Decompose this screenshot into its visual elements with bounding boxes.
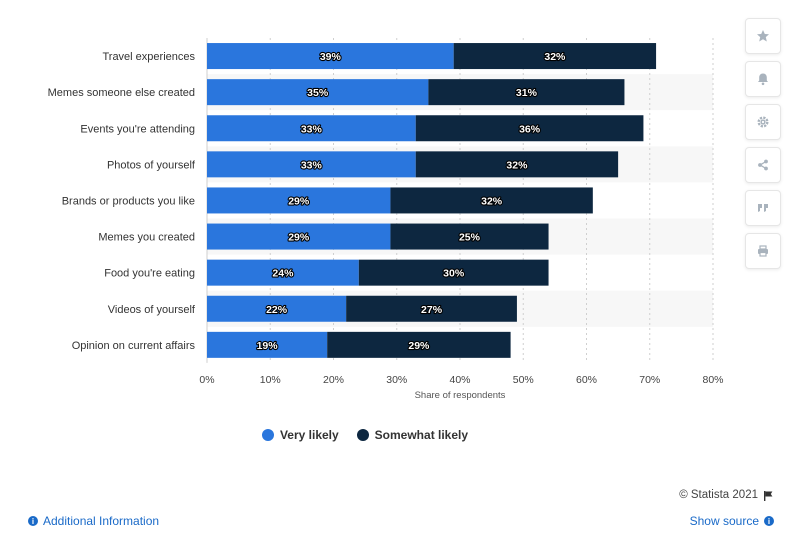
- bar-somewhat-likely: [415, 151, 619, 178]
- bar-very-likely: [207, 79, 429, 106]
- data-label: 29%: [408, 340, 430, 352]
- print-icon: [758, 245, 768, 257]
- bar-somewhat-likely: [390, 187, 593, 214]
- bar-very-likely: [207, 43, 454, 70]
- x-tick-label: 80%: [702, 374, 723, 386]
- data-label: 36%: [519, 123, 541, 135]
- show-source-label: Show source: [689, 514, 759, 528]
- cite-button[interactable]: [745, 190, 781, 226]
- star-icon: [757, 30, 769, 42]
- bar-very-likely: [207, 151, 416, 178]
- category-label: Brands or products you like: [62, 195, 195, 207]
- bar-somewhat-likely: [428, 79, 625, 106]
- bar-somewhat-likely: [327, 331, 511, 358]
- show-source-link[interactable]: Show source i: [690, 514, 774, 528]
- legend-dot-somewhat-likely: [356, 429, 369, 441]
- category-label: Food you're eating: [104, 268, 195, 280]
- print-button[interactable]: [745, 233, 781, 269]
- data-label: 25%: [459, 232, 481, 244]
- bar-very-likely: [207, 295, 347, 322]
- bar-somewhat-likely: [346, 295, 517, 322]
- x-axis-title: Share of respondents: [415, 390, 506, 401]
- category-label: Opinion on current affairs: [72, 340, 196, 352]
- info-icon: i: [764, 516, 774, 526]
- x-tick-label: 60%: [576, 374, 597, 386]
- share-button[interactable]: [745, 147, 781, 183]
- stacked-bar-chart: 0% 10% 20% 30% 40% 50% 60% 70% 80% Share of respo…: [48, 38, 724, 401]
- data-label: 32%: [481, 195, 503, 207]
- data-label: 30%: [443, 268, 465, 280]
- x-tick-label: 30%: [386, 374, 407, 386]
- category-label: Travel experiences: [102, 51, 195, 63]
- gear-icon: [757, 116, 769, 128]
- favorite-button[interactable]: [745, 18, 781, 54]
- bar-somewhat-likely: [358, 259, 549, 286]
- x-tick-label: 20%: [323, 374, 344, 386]
- data-label: 39%: [320, 51, 342, 63]
- data-label: 35%: [307, 87, 329, 99]
- legend-item-very-likely[interactable]: Very likely: [261, 428, 339, 442]
- x-tick-label: 50%: [513, 374, 534, 386]
- category-label: Videos of yourself: [108, 304, 196, 316]
- bar-somewhat-likely: [415, 115, 644, 142]
- data-label: 33%: [301, 123, 323, 135]
- bar-very-likely: [207, 187, 391, 214]
- legend-label-somewhat-likely: Somewhat likely: [374, 428, 469, 442]
- share-icon: [758, 159, 768, 171]
- quote-icon: [758, 204, 768, 212]
- data-label: 32%: [544, 51, 566, 63]
- legend: Very likely Somewhat likely: [0, 428, 730, 442]
- bar-very-likely: [207, 331, 328, 358]
- category-label: Photos of yourself: [107, 159, 196, 171]
- additional-information-link[interactable]: i Additional Information: [28, 514, 159, 528]
- legend-item-somewhat-likely[interactable]: Somewhat likely: [356, 428, 469, 442]
- legend-dot-very-likely: [261, 429, 274, 441]
- data-label: 32%: [506, 159, 528, 171]
- x-tick-label: 10%: [260, 374, 281, 386]
- category-label: Memes you created: [98, 232, 195, 244]
- data-label: 33%: [301, 159, 323, 171]
- bell-icon: [758, 73, 768, 86]
- data-label: 29%: [288, 232, 310, 244]
- data-label: 29%: [288, 195, 310, 207]
- statista-credit: © Statista 2021: [679, 489, 774, 501]
- category-label: Events you're attending: [80, 123, 195, 135]
- notification-button[interactable]: [745, 61, 781, 97]
- category-label: Memes someone else created: [48, 87, 195, 99]
- data-label: 19%: [257, 340, 279, 352]
- x-tick-label: 70%: [639, 374, 660, 386]
- bar-very-likely: [207, 259, 359, 286]
- legend-label-very-likely: Very likely: [279, 428, 339, 442]
- credit-text: © Statista 2021: [679, 489, 758, 501]
- chart-area: 0% 10% 20% 30% 40% 50% 60% 70% 80% Share of respo…: [48, 38, 724, 401]
- additional-information-label: Additional Information: [43, 514, 160, 528]
- bar-very-likely: [207, 115, 416, 142]
- bar-somewhat-likely: [453, 43, 657, 70]
- x-tick-label: 0%: [199, 374, 214, 386]
- data-label: 24%: [272, 268, 294, 280]
- settings-button[interactable]: [745, 104, 781, 140]
- side-toolbar: [745, 18, 781, 276]
- x-tick-label: 40%: [449, 374, 470, 386]
- bar-somewhat-likely: [390, 223, 549, 250]
- data-label: 27%: [421, 304, 443, 316]
- data-label: 31%: [516, 87, 538, 99]
- data-label: 22%: [266, 304, 288, 316]
- info-icon: i: [28, 516, 38, 526]
- flag-icon[interactable]: [763, 490, 774, 501]
- bar-very-likely: [207, 223, 391, 250]
